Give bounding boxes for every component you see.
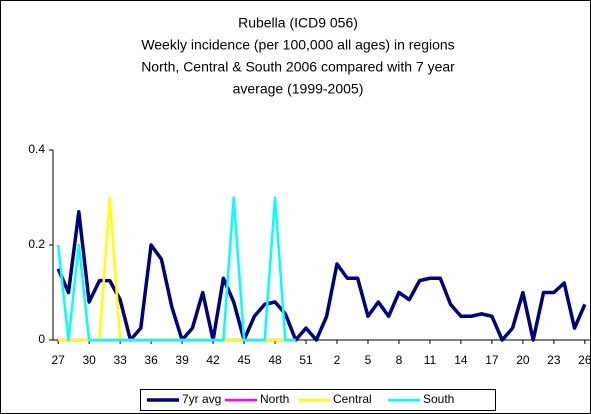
y-tick-label: 0: [38, 332, 45, 346]
x-tick-label: 36: [144, 353, 158, 367]
legend-label: South: [423, 392, 454, 406]
x-tick-label: 30: [82, 353, 96, 367]
x-tick-label: 23: [547, 353, 561, 367]
x-tick-label: 14: [454, 353, 468, 367]
series-line: [56, 210, 587, 342]
x-tick-label: 27: [51, 353, 65, 367]
x-tick-label: 45: [237, 353, 251, 367]
chart-title: Rubella (ICD9 056): [238, 15, 358, 31]
chart-title: North, Central & South 2006 compared wit…: [141, 59, 455, 75]
legend-label: 7yr avg: [182, 392, 221, 406]
x-tick-label: 39: [175, 353, 189, 367]
legend-label: Central: [333, 392, 372, 406]
x-tick-label: 8: [396, 353, 403, 367]
y-tick-label: 0.2: [28, 237, 45, 251]
legend-label: North: [260, 392, 289, 406]
x-tick-label: 17: [485, 353, 499, 367]
x-tick-label: 51: [299, 353, 313, 367]
x-tick-label: 5: [365, 353, 372, 367]
series-line: [56, 196, 296, 342]
chart-title: average (1999-2005): [233, 81, 364, 97]
x-tick-label: 48: [268, 353, 282, 367]
x-tick-label: 11: [424, 353, 437, 367]
y-tick-label: 0.4: [28, 142, 45, 156]
x-tick-label: 20: [516, 353, 530, 367]
x-tick-label: 33: [113, 353, 127, 367]
x-tick-label: 26: [578, 353, 591, 367]
chart-title: Weekly incidence (per 100,000 all ages) …: [141, 37, 454, 53]
x-tick-label: 42: [206, 353, 220, 367]
x-tick-label: 2: [334, 353, 341, 367]
